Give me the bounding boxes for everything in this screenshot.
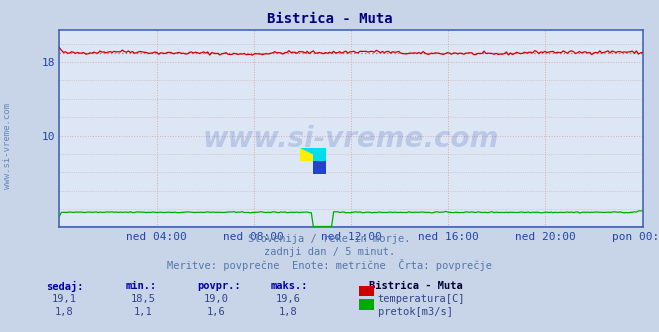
Text: www.si-vreme.com: www.si-vreme.com xyxy=(3,103,13,189)
Text: 1,6: 1,6 xyxy=(206,307,225,317)
Text: 1,8: 1,8 xyxy=(279,307,298,317)
Text: maks.:: maks.: xyxy=(270,281,308,290)
Polygon shape xyxy=(300,148,326,161)
Text: temperatura[C]: temperatura[C] xyxy=(378,294,465,304)
Text: 18,5: 18,5 xyxy=(131,294,156,304)
Text: Bistrica - Muta: Bistrica - Muta xyxy=(369,281,463,290)
Text: min.:: min.: xyxy=(125,281,156,290)
Text: povpr.:: povpr.: xyxy=(198,281,241,290)
Bar xyxy=(300,148,313,161)
Text: 19,1: 19,1 xyxy=(52,294,76,304)
Bar xyxy=(313,148,326,161)
Text: zadnji dan / 5 minut.: zadnji dan / 5 minut. xyxy=(264,247,395,257)
Text: 1,8: 1,8 xyxy=(55,307,74,317)
Text: Slovenija / reke in morje.: Slovenija / reke in morje. xyxy=(248,234,411,244)
Text: Meritve: povprečne  Enote: metrične  Črta: povprečje: Meritve: povprečne Enote: metrične Črta:… xyxy=(167,259,492,271)
Text: sedaj:: sedaj: xyxy=(46,281,84,291)
Text: Bistrica - Muta: Bistrica - Muta xyxy=(267,12,392,26)
Text: 19,0: 19,0 xyxy=(204,294,228,304)
Text: 1,1: 1,1 xyxy=(134,307,153,317)
Bar xyxy=(313,161,326,174)
Text: pretok[m3/s]: pretok[m3/s] xyxy=(378,307,453,317)
Text: www.si-vreme.com: www.si-vreme.com xyxy=(203,124,499,152)
Text: 19,6: 19,6 xyxy=(276,294,301,304)
Polygon shape xyxy=(300,148,313,161)
